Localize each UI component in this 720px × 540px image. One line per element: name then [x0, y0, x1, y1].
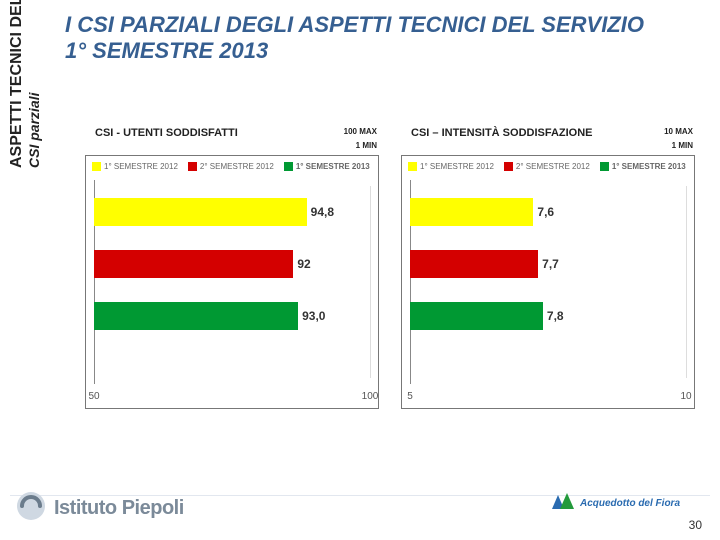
legend-swatch [92, 162, 101, 171]
legend-item: 1° SEMESTRE 2012 [408, 162, 494, 171]
bar-value: 93,0 [302, 309, 338, 323]
max-label: 10 MAX [664, 127, 693, 136]
legend-swatch [600, 162, 609, 171]
grid-line [370, 186, 371, 378]
piepoli-label: Istituto Piepoli [54, 497, 184, 520]
x-tick: 50 [88, 391, 99, 402]
legend-text: 2° SEMESTRE 2012 [516, 162, 590, 171]
x-tick: 10 [680, 391, 691, 402]
legend-text: 1° SEMESTRE 2013 [296, 162, 370, 171]
fiora-label: Acquedotto del Fiora [580, 498, 680, 509]
chart-area: CSI - UTENTI SODDISFATTI100 MAX1 MIN1° S… [85, 155, 695, 465]
legend-swatch [408, 162, 417, 171]
chart-panel-1: CSI – INTENSITÀ SODDISFAZIONE10 MAX1 MIN… [401, 155, 695, 465]
x-tick: 100 [362, 391, 379, 402]
chart-box: 1° SEMESTRE 2012 2° SEMESTRE 2012 1° SEMES… [401, 155, 695, 409]
legend-item: 2° SEMESTRE 2012 [504, 162, 590, 171]
bar-value: 7,7 [542, 257, 578, 271]
chart-title: CSI – INTENSITÀ SODDISFAZIONE [411, 127, 705, 139]
fiora-icon [550, 491, 576, 516]
legend-item: 1° SEMESTRE 2013 [284, 162, 370, 171]
footer: Istituto Piepoli Acquedotto del Fiora 30 [10, 488, 710, 534]
legend-text: 1° SEMESTRE 2012 [420, 162, 494, 171]
bar-value: 92 [297, 257, 333, 271]
side-label: ASPETTI TECNICI DEL SERVIZIO CSI parzial… [8, 130, 46, 460]
bar-row: 7,8 [410, 298, 686, 334]
chart-panel-0: CSI - UTENTI SODDISFATTI100 MAX1 MIN1° S… [85, 155, 379, 465]
legend-item: 2° SEMESTRE 2012 [188, 162, 274, 171]
title-line-1: I CSI PARZIALI DEGLI ASPETTI TECNICI DEL… [65, 12, 644, 38]
x-ticks: 50100 [94, 382, 370, 402]
bar: 92 [94, 250, 293, 278]
bar-row: 92 [94, 246, 370, 282]
chart-box: 1° SEMESTRE 2012 2° SEMESTRE 2012 1° SEMES… [85, 155, 379, 409]
legend: 1° SEMESTRE 2012 2° SEMESTRE 2012 1° SEMES… [408, 162, 686, 171]
title-line-2: 1° SEMESTRE 2013 [65, 38, 644, 64]
bar-value: 94,8 [311, 205, 347, 219]
legend-swatch [504, 162, 513, 171]
max-label: 100 MAX [344, 127, 377, 136]
bars-region: 94,8 92 93,0 [94, 186, 370, 378]
bars-region: 7,6 7,7 7,8 [410, 186, 686, 378]
legend-swatch [188, 162, 197, 171]
bar-row: 93,0 [94, 298, 370, 334]
x-ticks: 510 [410, 382, 686, 402]
bar: 94,8 [94, 198, 307, 226]
legend: 1° SEMESTRE 2012 2° SEMESTRE 2012 1° SEMES… [92, 162, 370, 171]
legend-text: 2° SEMESTRE 2012 [200, 162, 274, 171]
legend-text: 1° SEMESTRE 2013 [612, 162, 686, 171]
min-label: 1 MIN [356, 141, 377, 150]
logo-fiora: Acquedotto del Fiora [550, 491, 680, 516]
legend-text: 1° SEMESTRE 2012 [104, 162, 178, 171]
bar: 7,7 [410, 250, 538, 278]
bar-row: 7,6 [410, 194, 686, 230]
logo-piepoli: Istituto Piepoli [16, 491, 184, 526]
x-tick: 5 [407, 391, 413, 402]
page-number: 30 [689, 518, 702, 532]
grid-line [686, 186, 687, 378]
piepoli-icon [16, 491, 46, 526]
bar: 93,0 [94, 302, 298, 330]
bar: 7,6 [410, 198, 533, 226]
legend-item: 1° SEMESTRE 2013 [600, 162, 686, 171]
legend-swatch [284, 162, 293, 171]
bar: 7,8 [410, 302, 543, 330]
min-label: 1 MIN [672, 141, 693, 150]
bar-value: 7,8 [547, 309, 583, 323]
bar-value: 7,6 [537, 205, 573, 219]
bar-row: 94,8 [94, 194, 370, 230]
bar-row: 7,7 [410, 246, 686, 282]
page-title: I CSI PARZIALI DEGLI ASPETTI TECNICI DEL… [65, 12, 644, 64]
legend-item: 1° SEMESTRE 2012 [92, 162, 178, 171]
